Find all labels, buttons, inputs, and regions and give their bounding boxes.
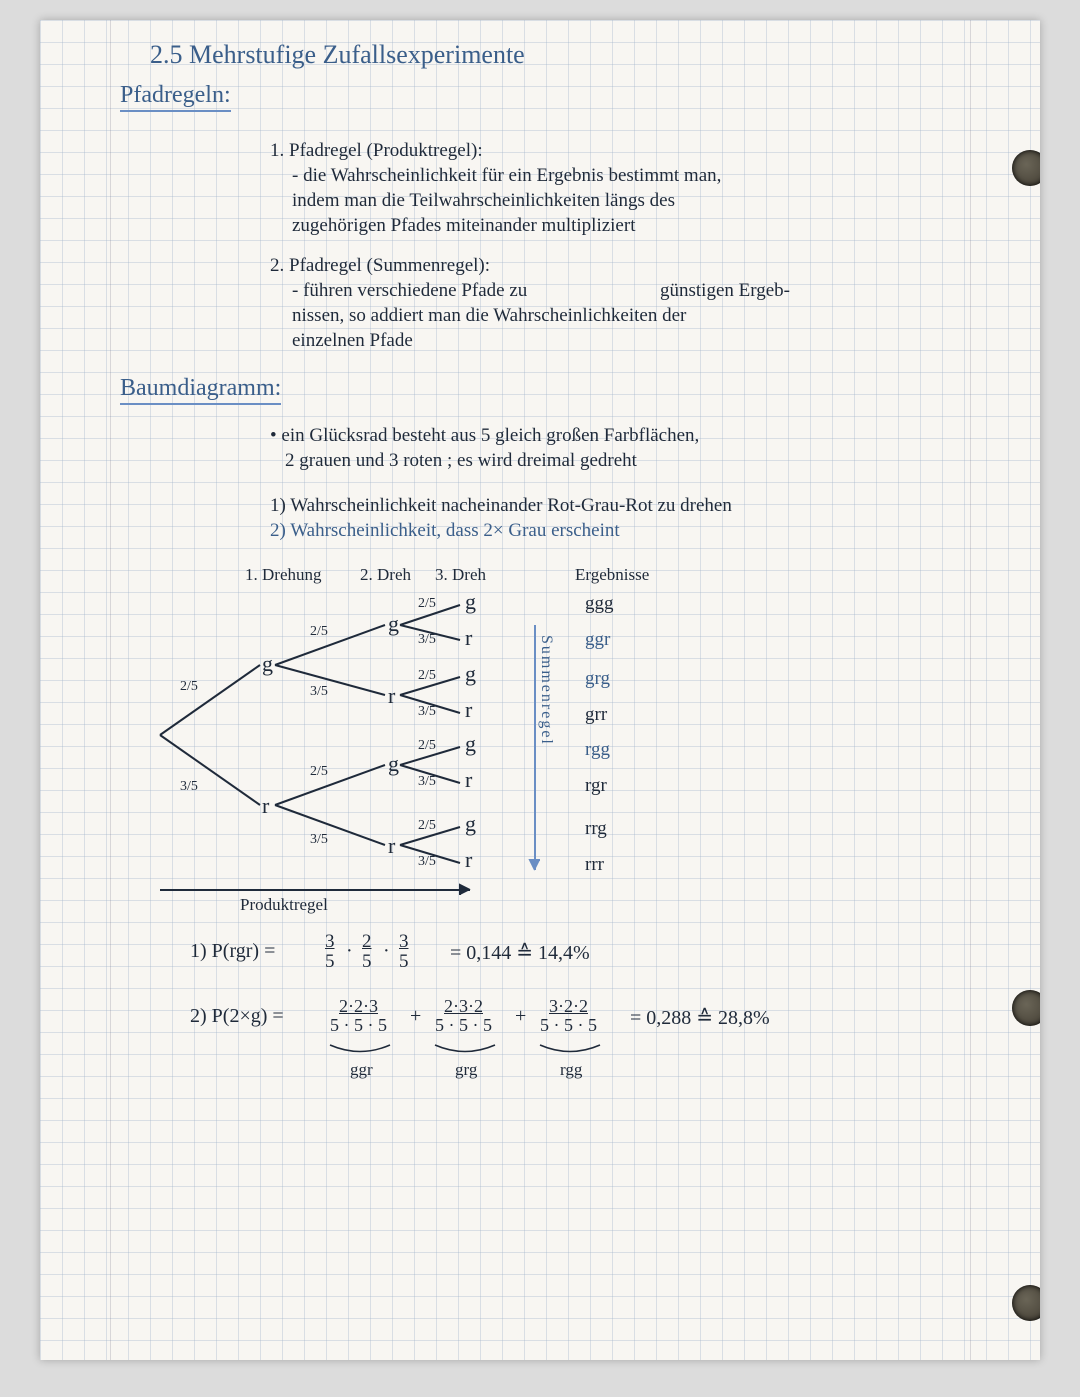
margin-line: [110, 20, 111, 1360]
svg-text:2/5: 2/5: [418, 596, 436, 611]
punch-hole: [1012, 990, 1040, 1026]
dot: ·: [383, 940, 390, 963]
svg-text:g: g: [465, 811, 476, 836]
punch-hole: [1012, 1285, 1040, 1321]
col-header: Ergebnisse: [575, 565, 649, 585]
calc1-frac: 2 5: [362, 932, 372, 972]
frac-den: 5: [362, 951, 372, 972]
outcome-highlight: grg: [585, 668, 610, 690]
rule2-line: - führen verschiedene Pfade zu: [292, 280, 527, 302]
section-heading: Pfadregeln:: [120, 82, 231, 112]
svg-text:g: g: [388, 751, 399, 776]
plus: +: [515, 1005, 526, 1028]
svg-text:r: r: [465, 697, 473, 722]
produkt-label: Produktregel: [240, 895, 328, 915]
rule2-line: nissen, so addiert man die Wahrscheinlic…: [292, 305, 686, 327]
svg-text:g: g: [388, 611, 399, 636]
punch-hole: [1012, 150, 1040, 186]
frac-den: 5 · 5 · 5: [540, 1015, 597, 1035]
outcome: rrr: [585, 854, 604, 876]
summen-label: Summenregel: [537, 635, 555, 746]
calc2-term2: 2·3·2 5 · 5 · 5: [435, 997, 492, 1035]
svg-text:r: r: [465, 625, 473, 650]
svg-text:g: g: [262, 651, 273, 676]
svg-text:r: r: [388, 683, 396, 708]
svg-text:r: r: [388, 833, 396, 858]
section-heading: Baumdiagramm:: [120, 375, 281, 405]
svg-text:3/5: 3/5: [418, 704, 436, 719]
calc2-lhs: 2) P(2×g) =: [190, 1005, 284, 1028]
frac-num: 3: [399, 931, 409, 952]
svg-text:2/5: 2/5: [418, 668, 436, 683]
outcome: rgr: [585, 775, 607, 797]
svg-text:r: r: [465, 767, 473, 792]
underbrace-label: rgg: [560, 1060, 582, 1080]
frac-den: 5: [325, 951, 335, 972]
frac-den: 5: [399, 951, 409, 972]
svg-text:2/5: 2/5: [180, 679, 198, 694]
svg-text:3/5: 3/5: [418, 854, 436, 869]
svg-text:2/5: 2/5: [310, 624, 328, 639]
rule1-line: zugehörigen Pfades miteinander multipliz…: [292, 215, 635, 237]
calc1-result: = 0,144 ≙ 14,4%: [450, 940, 590, 965]
svg-text:2/5: 2/5: [310, 764, 328, 779]
frac-num: 3·2·2: [549, 996, 588, 1016]
notebook-page: 2.5 Mehrstufige Zufallsexperimente Pfadr…: [40, 20, 1040, 1360]
svg-text:g: g: [465, 661, 476, 686]
svg-text:3/5: 3/5: [418, 774, 436, 789]
col-header: 2. Dreh: [360, 565, 411, 585]
svg-text:2/5: 2/5: [418, 818, 436, 833]
outcome-highlight: rgg: [585, 739, 610, 761]
svg-text:r: r: [465, 847, 473, 872]
svg-text:r: r: [262, 793, 270, 818]
frac-num: 3: [325, 931, 335, 952]
rule2-line: einzelnen Pfade: [292, 330, 413, 352]
svg-text:3/5: 3/5: [180, 779, 198, 794]
outcome: grr: [585, 704, 607, 726]
outcome-highlight: ggr: [585, 629, 610, 651]
intro-line: • ein Glücksrad besteht aus 5 gleich gro…: [270, 425, 699, 447]
frac-den: 5 · 5 · 5: [330, 1015, 387, 1035]
calc1-frac: 3 5: [399, 932, 409, 972]
svg-text:3/5: 3/5: [418, 632, 436, 647]
calc1-frac: 3 5: [325, 932, 335, 972]
calc2-term1: 2·2·3 5 · 5 · 5: [330, 997, 387, 1035]
svg-text:3/5: 3/5: [310, 832, 328, 847]
calc1-lhs: 1) P(rgr) =: [190, 940, 275, 963]
page-title: 2.5 Mehrstufige Zufallsexperimente: [150, 40, 525, 70]
intro-line: 2 grauen und 3 roten ; es wird dreimal g…: [285, 450, 637, 472]
svg-text:g: g: [465, 731, 476, 756]
plus: +: [410, 1005, 421, 1028]
rule2-line: günstigen Ergeb-: [660, 280, 790, 302]
question-1: 1) Wahrscheinlichkeit nacheinander Rot-G…: [270, 495, 732, 517]
frac-num: 2·2·3: [339, 996, 378, 1016]
tree-diagram: g r g r g r g r g r g r g r 2/5 3/5 2/5 …: [140, 585, 740, 915]
intro-text: ein Glücksrad besteht aus 5 gleich große…: [281, 425, 699, 446]
rule1-line: - die Wahrscheinlichkeit für ein Ergebni…: [292, 165, 721, 187]
dot: ·: [346, 940, 353, 963]
svg-text:g: g: [465, 589, 476, 614]
rule1-line: indem man die Teilwahrscheinlichkeiten l…: [292, 190, 675, 212]
margin-line-right: [970, 20, 971, 1360]
question-2: 2) Wahrscheinlichkeit, dass 2× Grau ersc…: [270, 520, 620, 542]
underbrace-label: ggr: [350, 1060, 373, 1080]
rule2-title: 2. Pfadregel (Summenregel):: [270, 255, 490, 277]
rule1-title: 1. Pfadregel (Produktregel):: [270, 140, 483, 162]
frac-num: 2: [362, 931, 372, 952]
frac-den: 5 · 5 · 5: [435, 1015, 492, 1035]
svg-text:2/5: 2/5: [418, 738, 436, 753]
outcome: rrg: [585, 818, 607, 840]
underbrace-label: grg: [455, 1060, 477, 1080]
frac-num: 2·3·2: [444, 996, 483, 1016]
outcome: ggg: [585, 593, 614, 615]
svg-text:3/5: 3/5: [310, 684, 328, 699]
col-header: 1. Drehung: [245, 565, 321, 585]
calc2-result: = 0,288 ≙ 28,8%: [630, 1005, 770, 1030]
calc2-term3: 3·2·2 5 · 5 · 5: [540, 997, 597, 1035]
col-header: 3. Dreh: [435, 565, 486, 585]
